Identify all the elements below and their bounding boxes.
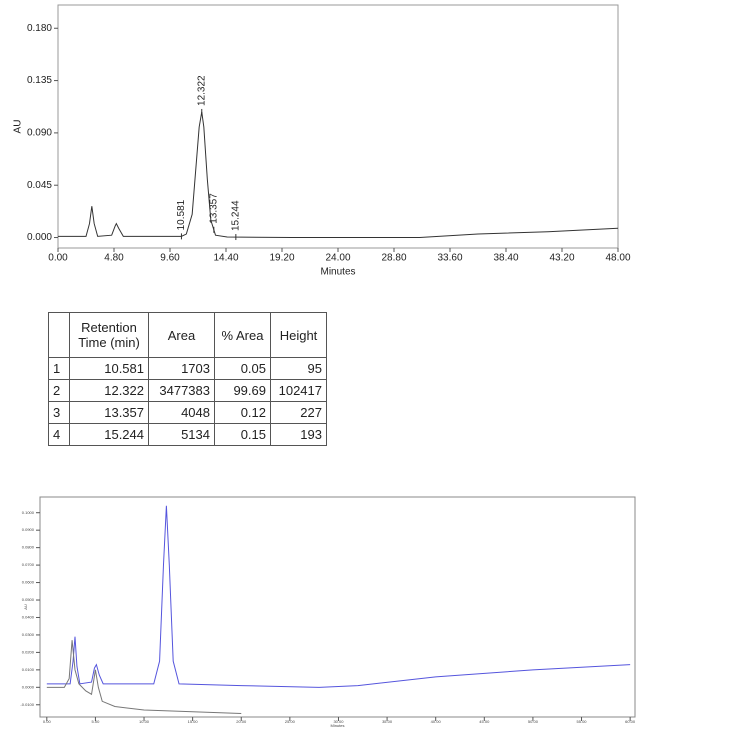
y-axis-label: AU	[23, 604, 28, 610]
table-cell: 193	[270, 423, 327, 446]
header-cell: % Area	[214, 312, 271, 358]
y-tick-label: 0.000	[27, 232, 52, 243]
x-tick-label: 5.00	[92, 719, 101, 724]
x-tick-label: 14.40	[213, 253, 238, 264]
x-tick-label: 38.40	[493, 253, 518, 264]
y-tick-label: 0.0700	[22, 562, 35, 567]
header-cell: Height	[270, 312, 327, 358]
x-tick-label: 28.80	[381, 253, 406, 264]
y-tick-label: 0.135	[27, 75, 52, 86]
peak-label: 12.322	[196, 75, 207, 106]
x-tick-label: 30.00	[333, 719, 344, 724]
x-tick-label: 48.00	[605, 253, 630, 264]
peak-label: 13.357	[208, 193, 219, 224]
y-tick-label: 0.090	[27, 128, 52, 139]
y-tick-label: 0.045	[27, 180, 52, 191]
x-tick-label: 9.60	[160, 253, 180, 264]
x-tick-label: 20.00	[236, 719, 247, 724]
header-row: Retention Time (min) Area % Area Height	[48, 312, 327, 358]
header-cell: Retention Time (min)	[69, 312, 149, 358]
trace	[46, 640, 242, 715]
x-tick-label: 0.00	[43, 719, 52, 724]
table-row: 2 12.322 3477383 99.69 102417	[48, 379, 327, 402]
table-cell: 99.69	[214, 379, 271, 402]
y-tick-label: 0.0600	[22, 580, 35, 585]
table-cell: 102417	[270, 379, 327, 402]
y-tick-label: 0.0000	[22, 684, 35, 689]
y-tick-label: 0.0300	[22, 632, 35, 637]
table-cell: 4048	[148, 401, 215, 424]
table-cell: 95	[270, 357, 327, 380]
peak-table: Retention Time (min) Area % Area Height …	[48, 312, 327, 446]
table-cell: 12.322	[69, 379, 149, 402]
trace	[46, 505, 631, 688]
y-tick-label: -0.0100	[20, 702, 34, 707]
peak-label: 10.581	[176, 199, 187, 230]
x-tick-label: 0.00	[48, 253, 68, 264]
x-tick-label: 43.20	[549, 253, 574, 264]
y-tick-label: 0.0100	[22, 667, 35, 672]
table-cell: 1703	[148, 357, 215, 380]
header-cell: Area	[148, 312, 215, 358]
table-cell: 3	[48, 401, 70, 424]
x-tick-label: 40.00	[431, 719, 442, 724]
table-cell: 0.15	[214, 423, 271, 446]
plot-frame	[57, 4, 619, 249]
trace	[58, 111, 619, 239]
table-cell: 10.581	[69, 357, 149, 380]
header-cell	[48, 312, 70, 358]
table-cell: 227	[270, 401, 327, 424]
table-cell: 0.05	[214, 357, 271, 380]
x-tick-label: 25.00	[285, 719, 296, 724]
table-cell: 1	[48, 357, 70, 380]
table-cell: 5134	[148, 423, 215, 446]
x-tick-label: 15.00	[188, 719, 199, 724]
plot-frame	[39, 496, 636, 718]
peak-label: 15.244	[230, 200, 241, 231]
table-cell: 15.244	[69, 423, 149, 446]
y-tick-label: 0.0200	[22, 649, 35, 654]
table-row: 1 10.581 1703 0.05 95	[48, 357, 327, 380]
table-cell: 13.357	[69, 401, 149, 424]
x-tick-label: 35.00	[382, 719, 393, 724]
y-tick-label: 0.0500	[22, 597, 35, 602]
x-tick-label: 55.00	[577, 719, 588, 724]
y-tick-label: 0.0900	[22, 527, 35, 532]
x-tick-label: 45.00	[479, 719, 490, 724]
y-tick-label: 0.180	[27, 23, 52, 34]
x-tick-label: 24.00	[325, 253, 350, 264]
x-tick-label: 10.00	[139, 719, 150, 724]
x-axis-label: Minutes	[320, 267, 355, 278]
table-body: 1 10.581 1703 0.05 95 2 12.322 3477383 99.69 1024…	[48, 357, 327, 446]
x-tick-label: 33.60	[437, 253, 462, 264]
y-tick-label: 0.0400	[22, 615, 35, 620]
table-row: 3 13.357 4048 0.12 227	[48, 401, 327, 424]
y-tick-label: 0.1000	[22, 510, 35, 515]
y-axis-label: AU	[13, 120, 24, 134]
x-tick-label: 4.80	[104, 253, 124, 264]
table-cell: 3477383	[148, 379, 215, 402]
y-tick-label: 0.0800	[22, 545, 35, 550]
x-tick-label: 50.00	[528, 719, 539, 724]
table-cell: 4	[48, 423, 70, 446]
x-axis-label: Minutes	[330, 723, 344, 728]
x-tick-label: 60.00	[625, 719, 636, 724]
table-cell: 0.12	[214, 401, 271, 424]
x-tick-label: 19.20	[269, 253, 294, 264]
table-cell: 2	[48, 379, 70, 402]
table-row: 4 15.244 5134 0.15 193	[48, 423, 327, 446]
